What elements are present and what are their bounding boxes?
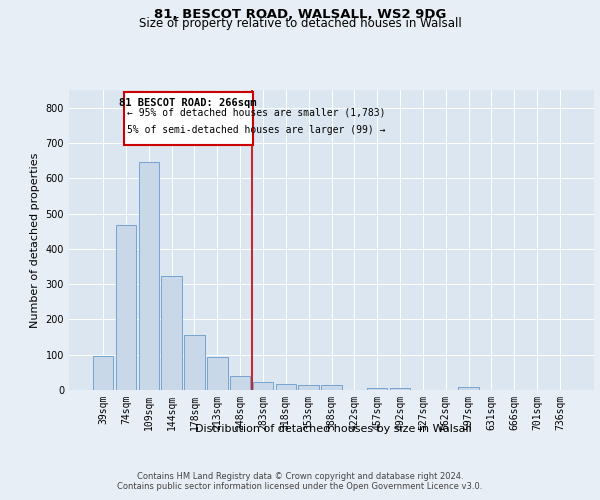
- Bar: [458, 387, 479, 390]
- FancyBboxPatch shape: [124, 92, 253, 144]
- Y-axis label: Number of detached properties: Number of detached properties: [30, 152, 40, 328]
- Bar: [367, 388, 388, 390]
- Bar: [253, 382, 273, 390]
- Text: Size of property relative to detached houses in Walsall: Size of property relative to detached ho…: [139, 18, 461, 30]
- Text: ← 95% of detached houses are smaller (1,783): ← 95% of detached houses are smaller (1,…: [127, 108, 386, 118]
- Bar: [184, 336, 205, 390]
- Text: Distribution of detached houses by size in Walsall: Distribution of detached houses by size …: [194, 424, 472, 434]
- Bar: [139, 162, 159, 390]
- Bar: [390, 388, 410, 390]
- Bar: [116, 225, 136, 390]
- Bar: [207, 357, 227, 390]
- Text: 81 BESCOT ROAD: 266sqm: 81 BESCOT ROAD: 266sqm: [119, 98, 257, 108]
- Text: 81, BESCOT ROAD, WALSALL, WS2 9DG: 81, BESCOT ROAD, WALSALL, WS2 9DG: [154, 8, 446, 20]
- Bar: [93, 356, 113, 390]
- Bar: [230, 376, 250, 390]
- Text: Contains HM Land Registry data © Crown copyright and database right 2024.: Contains HM Land Registry data © Crown c…: [137, 472, 463, 481]
- Text: Contains public sector information licensed under the Open Government Licence v3: Contains public sector information licen…: [118, 482, 482, 491]
- Text: 5% of semi-detached houses are larger (99) →: 5% of semi-detached houses are larger (9…: [127, 125, 386, 135]
- Bar: [321, 386, 342, 390]
- Bar: [275, 384, 296, 390]
- Bar: [161, 276, 182, 390]
- Bar: [298, 384, 319, 390]
